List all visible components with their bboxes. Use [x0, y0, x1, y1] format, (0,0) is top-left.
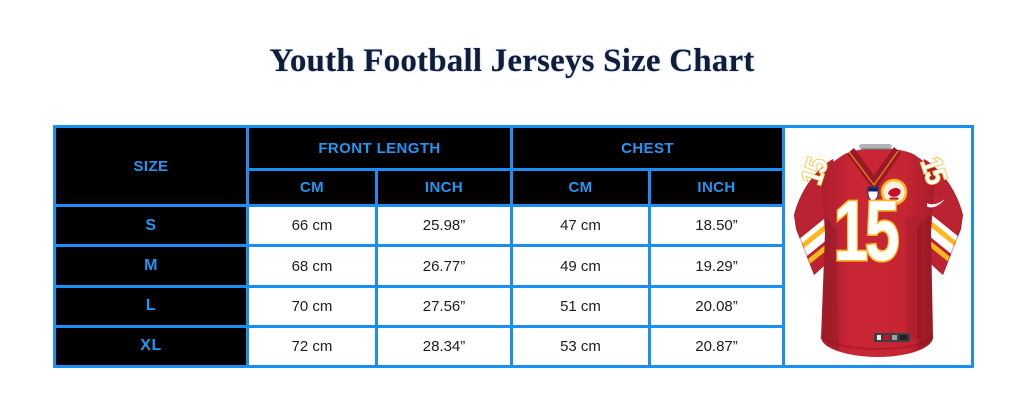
front-length-cm: 72 cm: [246, 324, 378, 369]
chest-cm: 47 cm: [510, 204, 652, 248]
jersey-photo-cell: 15 15 15: [782, 125, 975, 368]
header-row-units: CM INCH CM INCH: [55, 168, 973, 208]
subheader-chest-inch: INCH: [648, 168, 786, 208]
header-chest: CHEST: [510, 124, 786, 172]
jersey-image: 15 15 15: [793, 144, 963, 357]
front-length-inch: 28.34”: [374, 324, 514, 369]
header-size: SIZE: [53, 124, 249, 208]
table-row-xl: XL 72 cm 28.34” 53 cm 20.87”: [53, 324, 973, 369]
chest-inch: 18.50”: [648, 204, 786, 248]
front-length-inch: 26.77”: [374, 244, 514, 288]
front-length-cm: 66 cm: [246, 204, 378, 248]
header-row-groups: SIZE FRONT LENGTH CHEST: [53, 124, 975, 368]
front-length-inch: 27.56”: [374, 284, 514, 328]
size-label: XL: [53, 324, 249, 369]
front-length-cm: 68 cm: [246, 244, 378, 288]
table-row-l: L 70 cm 27.56” 51 cm 20.08”: [53, 284, 973, 328]
nfl-shield-icon: [867, 186, 878, 202]
table-row-s: S 66 cm 25.98” 47 cm 18.50”: [53, 204, 973, 248]
chest-cm: 53 cm: [510, 324, 652, 369]
header-front-length: FRONT LENGTH: [245, 124, 514, 172]
measurements-table: SIZE FRONT LENGTH CHEST: [53, 124, 975, 369]
collar-back-tape: [858, 144, 892, 149]
chest-inch: 19.29”: [648, 244, 786, 288]
chiefs-patch-icon: [880, 178, 907, 206]
subheader-front-cm: CM: [246, 168, 378, 208]
size-chart-table: SIZE FRONT LENGTH CHEST: [53, 124, 975, 369]
jersey-number-chest: 15: [833, 182, 898, 278]
size-label: S: [53, 204, 249, 248]
chest-inch: 20.08”: [648, 284, 786, 328]
size-label: L: [53, 284, 249, 328]
jersey-collar: [846, 144, 901, 192]
front-length-cm: 70 cm: [246, 284, 378, 328]
jock-tag: [873, 333, 910, 342]
size-label: M: [53, 244, 249, 288]
chest-cm: 49 cm: [510, 244, 652, 288]
chest-inch: 20.87”: [648, 324, 786, 369]
nike-swoosh-icon: [926, 198, 945, 208]
jersey-torso: [819, 148, 937, 357]
subheader-chest-cm: CM: [510, 168, 652, 208]
subheader-front-inch: INCH: [374, 168, 514, 208]
page-title: Youth Football Jerseys Size Chart: [269, 43, 755, 79]
chest-cm: 51 cm: [510, 284, 652, 328]
front-length-inch: 25.98”: [374, 204, 514, 248]
table-row-m: M 68 cm 26.77” 49 cm 19.29”: [53, 244, 973, 288]
